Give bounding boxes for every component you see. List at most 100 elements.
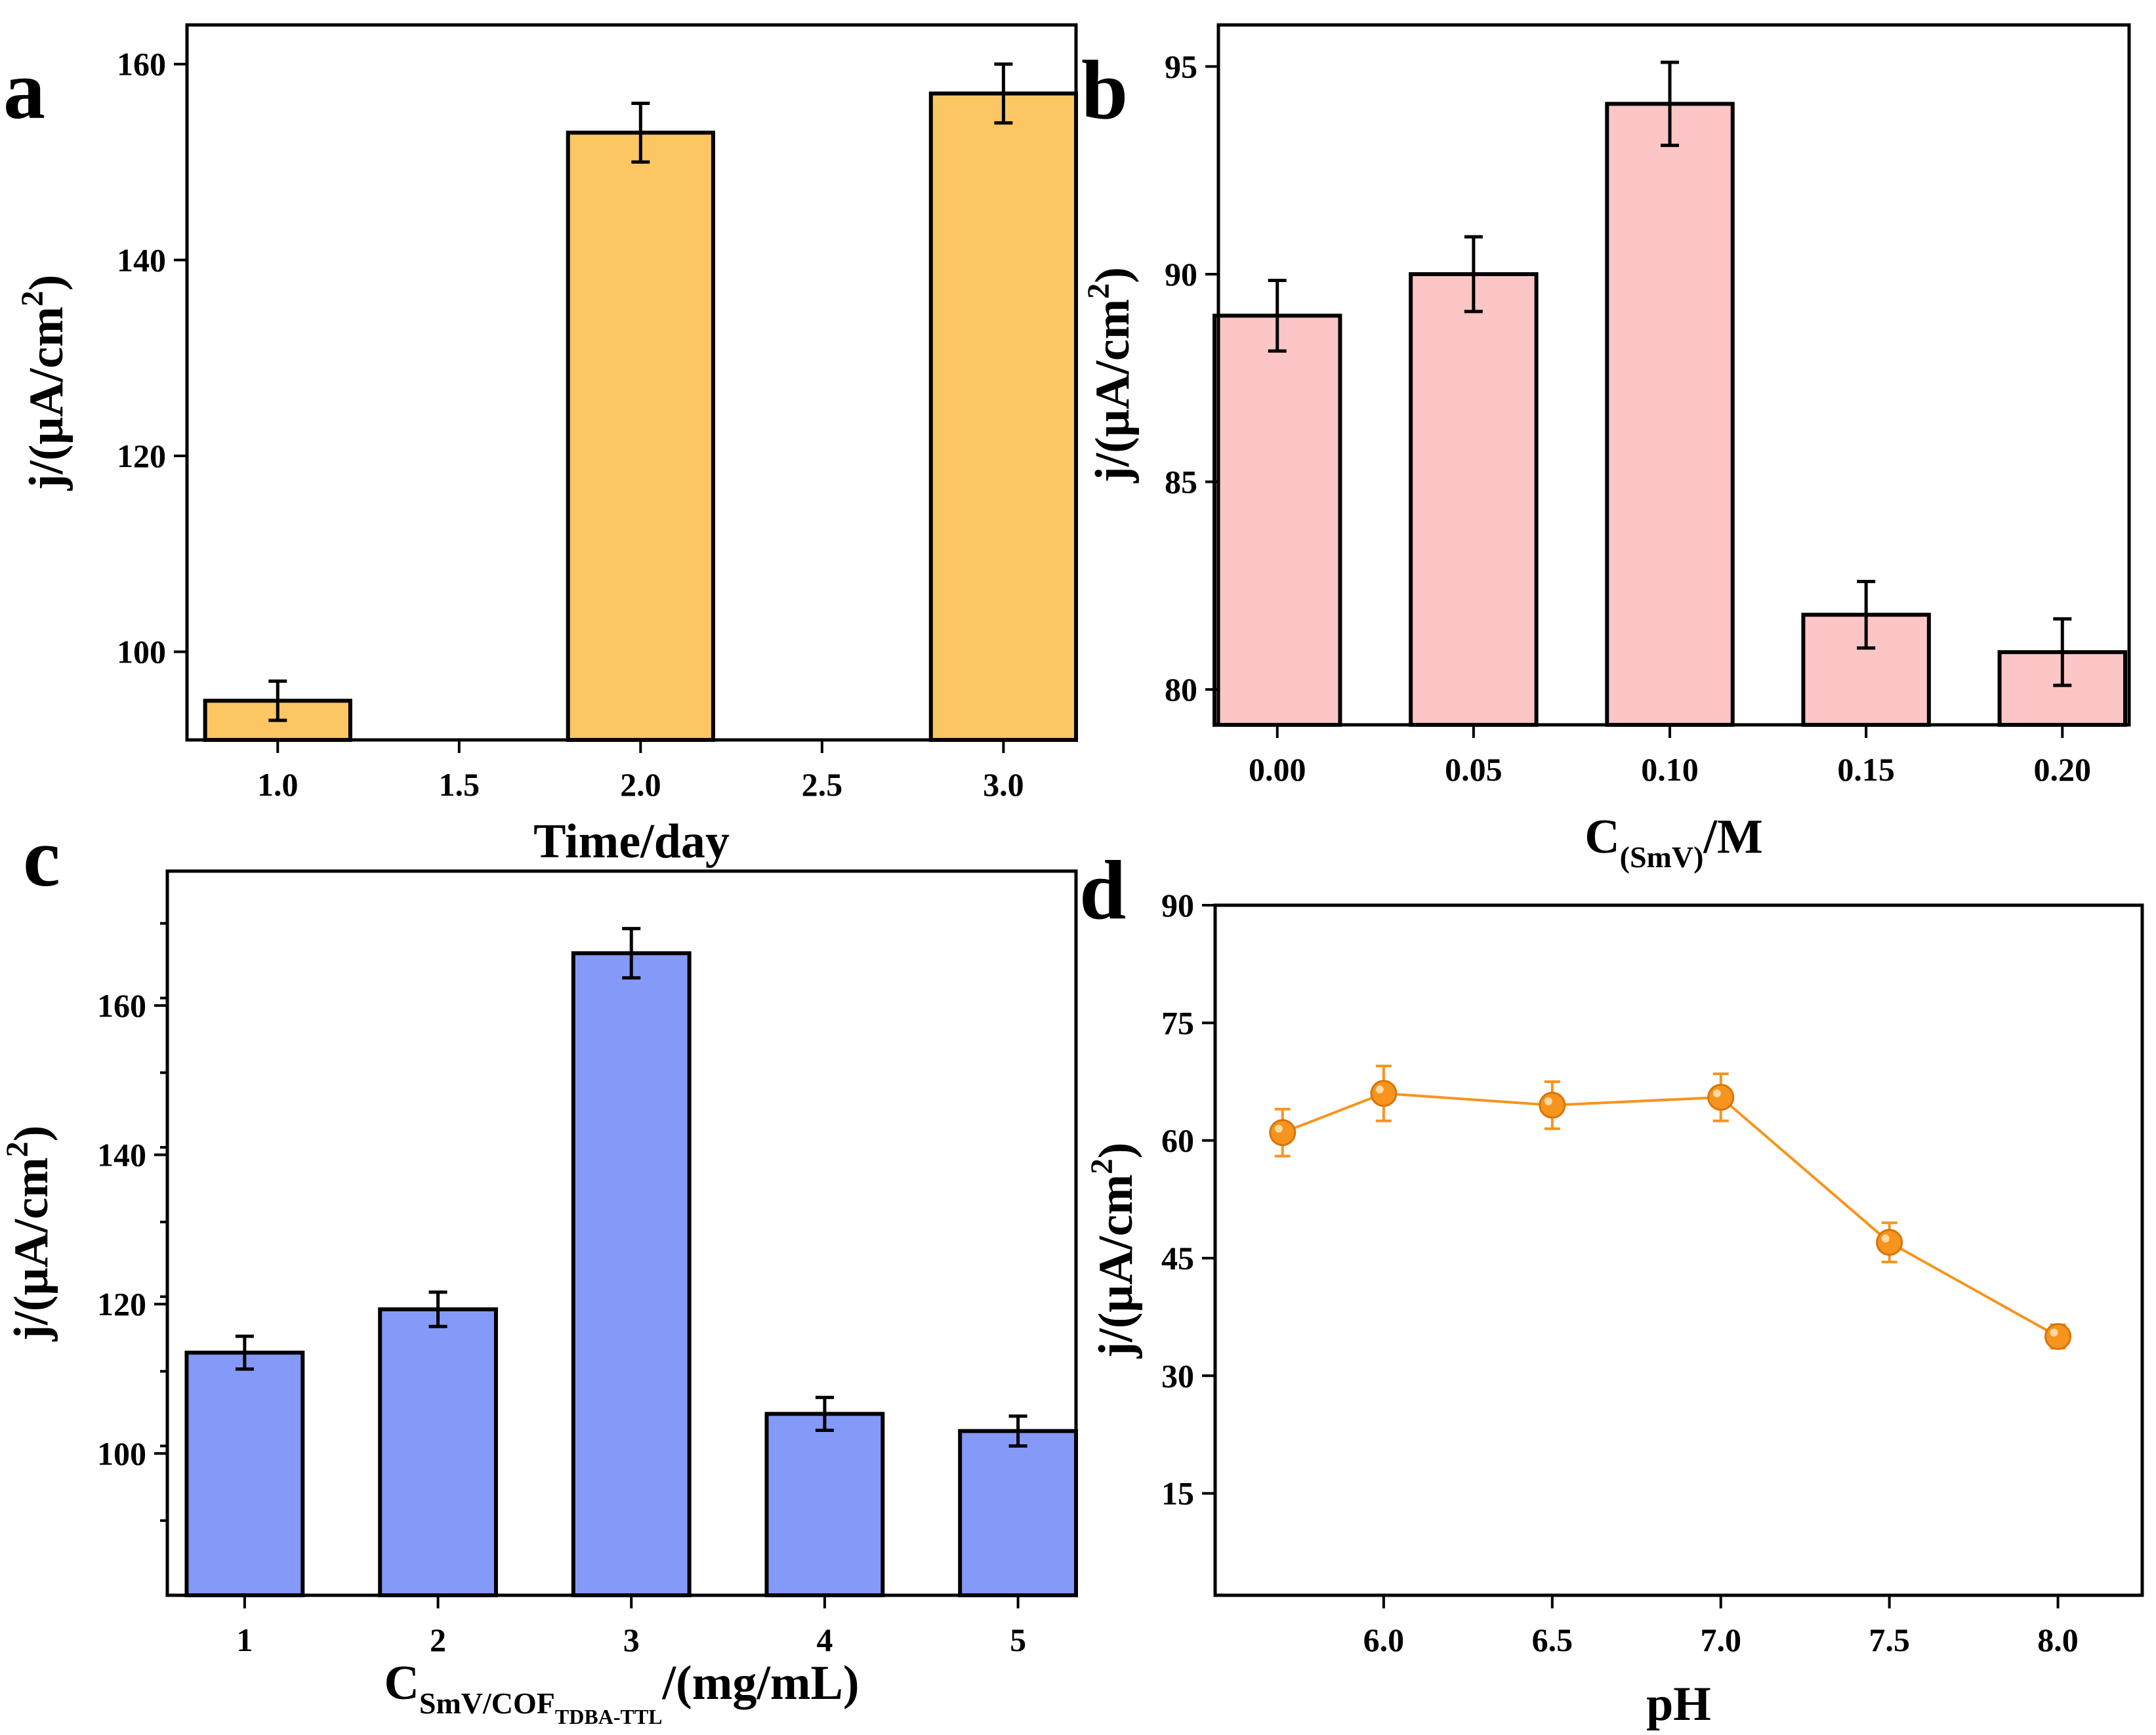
point-highlight-d-5: [1881, 1235, 1890, 1243]
error-bar-b-4: [1857, 580, 1876, 650]
error-bar-c-3: [622, 927, 641, 980]
point-d-3: [1539, 1092, 1566, 1119]
error-bar-a-1: [268, 679, 287, 722]
x-tick-label-c-1: 1: [236, 1622, 253, 1658]
y-axis-label-text-d: j/(μA/cm: [1089, 1174, 1143, 1358]
x-axis-label-sub-b: (SmV): [1620, 840, 1704, 874]
point-d-5: [1876, 1229, 1903, 1256]
bar-c-4: [764, 1412, 885, 1597]
point-d-6: [2044, 1323, 2072, 1350]
y-axis-label-c: j/(μA/cm2): [0, 1126, 58, 1342]
y-tick-label-c-2: 120: [97, 1286, 146, 1322]
y-tick-label-c-3: 140: [97, 1136, 146, 1173]
point-highlight-d-1: [1274, 1124, 1283, 1133]
x-tick-label-a-5: 3.0: [983, 766, 1024, 803]
x-tick-label-b-1: 0.00: [1249, 751, 1306, 788]
y-tick-label-d-2: 30: [1161, 1357, 1194, 1394]
error-bar-b-1: [1268, 278, 1287, 353]
x-axis-label-b: C(SmV)/M: [1585, 810, 1763, 874]
x-axis-label-tail-c: /(mg/mL): [662, 1656, 860, 1710]
x-tick-label-c-3: 3: [623, 1622, 640, 1658]
x-axis-label-c: CSmV/COFTDBA-TTL/(mg/mL): [384, 1656, 859, 1728]
error-bar-a-3: [994, 62, 1013, 125]
error-bar-a-2: [631, 101, 650, 164]
point-d-1: [1269, 1119, 1296, 1147]
y-axis-label-text-c: j/(μA/cm: [5, 1157, 58, 1341]
point-d-4: [1707, 1084, 1735, 1111]
panel-c: 1 2 3 4 5100120140160j/(μA/cm2)CSmV/COFTDBA-…: [0, 811, 1079, 1728]
plot-frame-a: [185, 23, 1078, 742]
y-axis-label-a: j/(μA/cm2): [15, 275, 73, 491]
y-axis-label-b: j/(μA/cm2): [1081, 267, 1140, 483]
x-axis-label-subsub-c: TDBA-TTL: [555, 1705, 663, 1728]
point-highlight-d-4: [1712, 1089, 1721, 1097]
panel-d: 6.0 6.5 7.0 7.5 8.0 15 30 45 60 75 90 j/(μA/cm2) pH d: [1079, 844, 2144, 1731]
plot-frame-b: [1216, 23, 2131, 727]
error-bar-b-5: [2053, 617, 2072, 687]
y-axis-label-d: j/(μA/cm2): [1085, 1143, 1143, 1359]
y-axis-label-text-b: j/(μA/cm: [1086, 299, 1140, 483]
point-highlight-d-3: [1544, 1097, 1552, 1105]
x-tick-label-b-4: 0.15: [1837, 751, 1895, 788]
y-tick-label-a-3: 140: [117, 241, 166, 278]
bar-a-3: [928, 91, 1078, 742]
x-tick-label-c-2: 2: [430, 1622, 446, 1658]
x-tick-label-b-3: 0.10: [1641, 751, 1699, 788]
y-tick-label-a-4: 160: [117, 46, 166, 83]
y-axis-label-close-b: ): [1086, 267, 1140, 283]
y-tick-label-d-4: 60: [1161, 1122, 1194, 1159]
y-tick-label-d-1: 15: [1161, 1475, 1194, 1512]
y-axis-label-text-a: j/(μA/cm: [20, 306, 73, 491]
y-tick-label-d-3: 45: [1161, 1240, 1194, 1276]
y-axis-label-sup-d: 2: [1085, 1158, 1119, 1174]
line-series-d: [1282, 1092, 2059, 1338]
bar-a-2: [566, 131, 715, 742]
bar-b-3: [1605, 102, 1735, 727]
y-tick-label-b-3: 90: [1165, 256, 1197, 293]
y-axis-label-close-d: ): [1089, 1143, 1143, 1159]
x-tick-label-a-4: 2.5: [802, 766, 843, 803]
x-tick-label-a-2: 1.5: [439, 766, 480, 803]
plot-frame-c: [165, 869, 1078, 1597]
y-tick-label-c-4: 160: [97, 987, 146, 1024]
y-axis-label-sup-b: 2: [1081, 283, 1116, 299]
x-tick-label-d-4: 7.5: [1869, 1622, 1910, 1658]
x-tick-label-d-3: 7.0: [1700, 1622, 1741, 1658]
point-highlight-d-6: [2050, 1328, 2058, 1337]
x-tick-label-b-5: 0.20: [2034, 751, 2092, 788]
point-highlight-d-2: [1375, 1085, 1384, 1093]
y-tick-label-a-1: 100: [117, 634, 166, 670]
x-axis-label-text-d: pH: [1646, 1677, 1711, 1731]
x-tick-label-c-5: 5: [1010, 1622, 1026, 1658]
bar-b-2: [1409, 272, 1539, 727]
x-axis-label-sub-c: SmV/COF: [419, 1686, 555, 1720]
bar-c-2: [378, 1307, 498, 1597]
x-tick-label-a-1: 1.0: [257, 766, 299, 803]
y-tick-label-b-1: 80: [1165, 671, 1197, 708]
error-bar-c-5: [1008, 1414, 1027, 1448]
panel-letter-d: d: [1079, 844, 1126, 937]
error-bar-c-1: [235, 1334, 254, 1371]
x-axis-label-d: pH: [1646, 1677, 1711, 1731]
x-axis-label-tail-b: /M: [1703, 810, 1762, 864]
x-tick-label-d-1: 6.0: [1363, 1622, 1405, 1658]
error-bar-b-3: [1661, 60, 1680, 148]
x-axis-label-text-c: C: [384, 1656, 419, 1710]
x-tick-label-b-2: 0.05: [1445, 751, 1503, 788]
point-d-2: [1370, 1080, 1398, 1107]
y-axis-label-close-c: ): [5, 1126, 58, 1142]
error-bar-b-2: [1464, 235, 1483, 314]
bar-c-3: [571, 951, 692, 1598]
bar-c-1: [184, 1351, 305, 1597]
panel-b: 0.00 0.05 0.10 0.15 0.20 80 85 90 95 j/(μA/cm2) C(…: [1081, 23, 2131, 874]
y-axis-label-close-a: ): [20, 275, 73, 291]
error-bar-c-2: [428, 1290, 447, 1328]
panel-a: 1.0 1.5 2.0 2.5 3.0 100 120 140 160 j/(μA/cm2) Tim…: [3, 23, 1078, 868]
x-axis-label-text-a: Time/day: [533, 815, 730, 868]
panel-letter-a: a: [3, 43, 45, 136]
y-tick-label-d-5: 75: [1161, 1004, 1194, 1041]
y-axis-label-sup-c: 2: [0, 1141, 35, 1157]
error-bar-c-4: [815, 1395, 834, 1432]
x-tick-label-d-5: 8.0: [2037, 1622, 2079, 1658]
